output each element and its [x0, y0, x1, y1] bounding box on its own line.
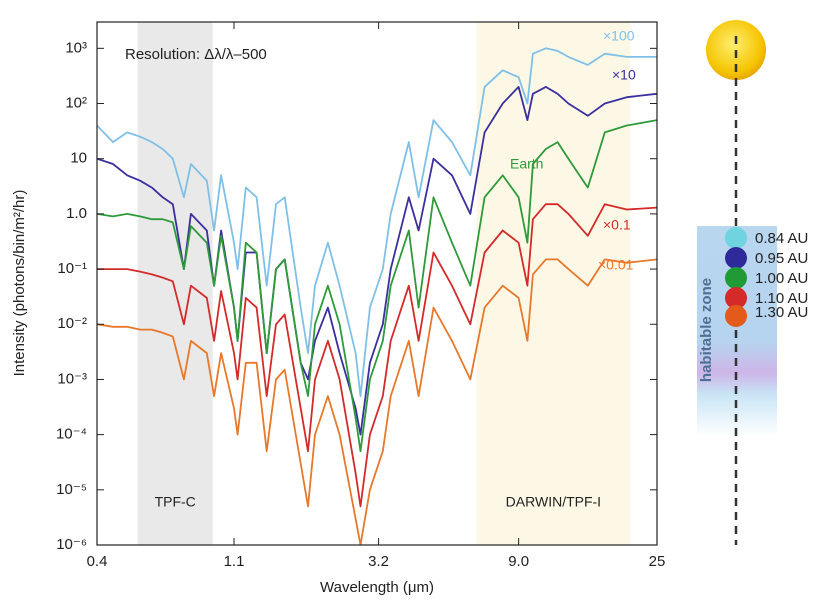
- shaded-region: [476, 22, 631, 545]
- spectrum-line: [97, 203, 657, 508]
- spectrum-line: [97, 86, 657, 436]
- y-tick-label: 1.0: [66, 205, 87, 222]
- x-tick-label: 25: [649, 553, 666, 570]
- y-tick-label: 10⁻³: [57, 370, 87, 387]
- y-axis-title: Intensity (photons/bin/m²/hr): [11, 190, 28, 377]
- series-label: ×0.1: [603, 217, 631, 233]
- planet: [725, 305, 747, 327]
- y-tick-label: 10⁻⁶: [56, 536, 87, 553]
- region-label: TPF-C: [155, 494, 196, 510]
- orbit-label: 1.10 AU: [755, 290, 808, 307]
- series-label: ×0.01: [598, 257, 634, 273]
- y-tick-label: 10⁻¹: [57, 260, 87, 277]
- x-axis-title: Wavelength (μm): [320, 579, 434, 596]
- y-tick-label: 10³: [65, 39, 87, 56]
- spectrum-line: [97, 119, 657, 453]
- region-label: DARWIN/TPF-I: [506, 494, 601, 510]
- zone-label: habitable zone: [698, 278, 715, 382]
- y-tick-label: 10⁻⁴: [56, 426, 87, 443]
- series-label: ×100: [603, 28, 635, 44]
- y-tick-label: 10⁻²: [57, 315, 87, 332]
- planet: [725, 267, 747, 289]
- orbit-diagram: habitable zone 0.84 AU 0.95 AU 1.00 AU 1.10…: [697, 20, 808, 545]
- series-label: ×10: [612, 67, 636, 83]
- orbit-label: 1.30 AU: [755, 304, 808, 321]
- series-label: Earth: [510, 156, 543, 172]
- planet: [725, 287, 747, 309]
- axes: 10³ 10² 10 1.0 10⁻¹ 10⁻² 10⁻³ 10⁻⁴ 10⁻⁵ 10⁻⁶0.4 1.…: [56, 22, 665, 570]
- shaded-region: [137, 22, 213, 545]
- orbit-label: 1.00 AU: [755, 270, 808, 287]
- spectrum-line: [97, 47, 657, 397]
- x-tick-label: 1.1: [224, 553, 245, 570]
- shaded-regions: TPF-C DARWIN/TPF-I: [137, 22, 631, 545]
- plot-frame: [96, 21, 658, 546]
- planet: [725, 227, 747, 249]
- y-tick-label: 10: [70, 150, 87, 167]
- annotation: Resolution: Δλ/λ–500: [125, 46, 267, 63]
- orbit-label: 0.95 AU: [755, 250, 808, 267]
- x-tick-label: 0.4: [87, 553, 108, 570]
- orbit-label: 0.84 AU: [755, 230, 808, 247]
- spectrum-line: [97, 258, 657, 545]
- x-tick-label: 3.2: [368, 553, 389, 570]
- curves: [97, 47, 657, 545]
- y-tick-label: 10⁻⁵: [56, 481, 87, 498]
- y-tick-label: 10²: [65, 94, 87, 111]
- planet: [725, 247, 747, 269]
- x-tick-label: 9.0: [508, 553, 529, 570]
